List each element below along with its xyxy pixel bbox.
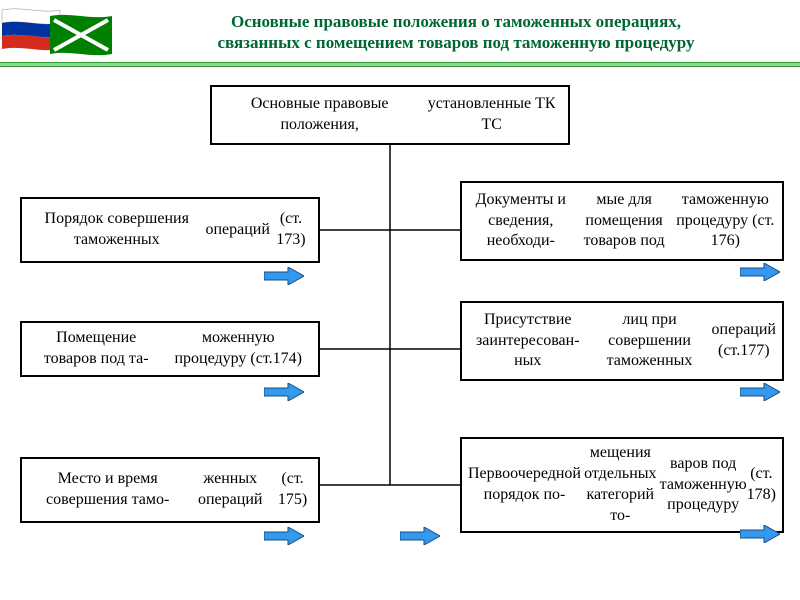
title-line-1: Основные правовые положения о таможенных…: [231, 12, 681, 31]
arrow-icon: [740, 383, 780, 401]
node-n1: Порядок совершения таможенныхопераций(ст…: [20, 197, 320, 263]
title-line-2: связанных с помещением товаров под тамож…: [217, 33, 694, 52]
page-title: Основные правовые положения о таможенных…: [120, 11, 792, 54]
arrow-icon: [740, 263, 780, 281]
header: Основные правовые положения о таможенных…: [0, 0, 800, 60]
arrow-icon: [740, 525, 780, 543]
node-n6: Первоочередной порядок по-мещения отдель…: [460, 437, 784, 533]
node-root: Основные правовые положения,установленны…: [210, 85, 570, 145]
arrow-icon: [264, 527, 304, 545]
flags-block: [0, 6, 120, 58]
node-n2: Документы и сведения, необходи-мые для п…: [460, 181, 784, 261]
arrow-icon: [400, 527, 440, 545]
diagram-canvas: Основные правовые положения,установленны…: [0, 67, 800, 597]
node-n3: Помещение товаров под та-моженную процед…: [20, 321, 320, 377]
arrow-icon: [264, 383, 304, 401]
arrow-icon: [264, 267, 304, 285]
title-wrap: Основные правовые положения о таможенных…: [120, 11, 800, 54]
node-n4: Присутствие заинтересован-ныхлиц при сов…: [460, 301, 784, 381]
flags-svg: [0, 6, 120, 58]
node-n5: Место и время совершения тамо-женных опе…: [20, 457, 320, 523]
